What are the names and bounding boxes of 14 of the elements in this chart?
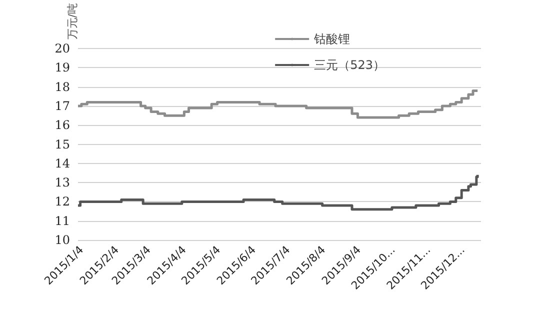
y-tick-label: 12 [54, 194, 70, 209]
y-tick-label: 11 [54, 214, 70, 228]
y-tick-label: 10 [54, 233, 70, 247]
y-tick-label: 15 [54, 137, 70, 152]
y-tick-label: 13 [54, 176, 70, 190]
y-axis-title: 万元/吨 [66, 3, 79, 40]
y-tick-label: 20 [54, 42, 70, 56]
y-tick-label: 16 [54, 118, 70, 132]
y-tick-label: 14 [54, 156, 70, 170]
y-tick-label: 19 [54, 60, 70, 75]
y-tick-label: 17 [54, 99, 70, 114]
legend-label: 钴酸锂 [313, 32, 350, 46]
legend-label: 三元（523） [314, 58, 385, 72]
y-tick-label: 18 [54, 80, 70, 94]
